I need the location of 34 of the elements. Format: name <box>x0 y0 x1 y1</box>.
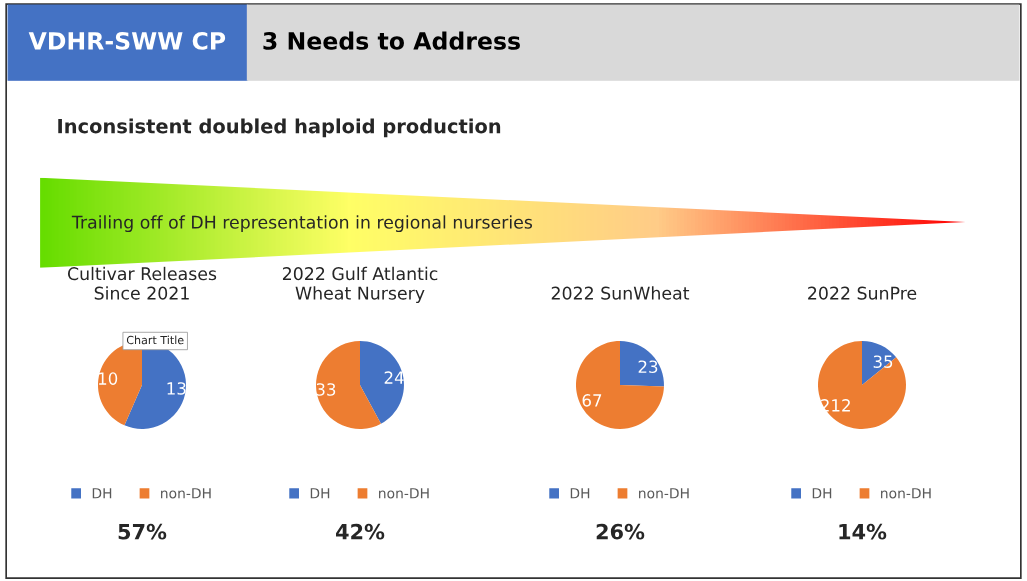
legend-label: DH <box>570 488 590 499</box>
legend-label: DH <box>812 488 832 499</box>
text: 3 Needs to Address <box>263 31 520 50</box>
data-label: 35 <box>873 355 893 368</box>
data-label: 23 <box>638 360 658 374</box>
legend-label: non-DH <box>639 488 689 499</box>
chart-title: 2022 SunPre <box>808 286 917 300</box>
data-label: 24 <box>384 371 404 384</box>
pie-slice <box>818 341 906 429</box>
text: 14% <box>839 523 887 540</box>
legend-label: non-DH <box>881 488 931 499</box>
legend-label: DH <box>92 488 112 499</box>
legend-label: non-DH <box>379 488 429 499</box>
text: Chart Title <box>126 335 184 345</box>
text: 42% <box>336 523 385 540</box>
data-label: 67 <box>582 394 602 407</box>
text: VDHR-SWW CP <box>28 31 226 50</box>
data-label: 13 <box>167 382 186 395</box>
data-label: 33 <box>316 383 336 396</box>
pie-slice <box>862 341 897 385</box>
pie-slice <box>360 341 404 424</box>
text: 26% <box>596 523 645 540</box>
data-label: 10 <box>98 372 118 385</box>
legend-label: DH <box>310 488 330 499</box>
text: Trailing off of DH representation in regional nurseries <box>71 215 533 233</box>
chart-title: Cultivar Releases Since 2021 <box>67 266 217 300</box>
chart-title: 2022 Gulf Atlantic Wheat Nursery <box>282 266 438 304</box>
pie-slice <box>576 341 664 429</box>
pie-slice <box>316 341 381 429</box>
legend-label: non-DH <box>161 488 211 499</box>
chart-title: 2022 SunWheat <box>551 286 690 300</box>
text: 57% <box>118 523 167 540</box>
pie-slice <box>620 341 664 387</box>
text: Inconsistent doubled haploid production <box>58 118 501 138</box>
